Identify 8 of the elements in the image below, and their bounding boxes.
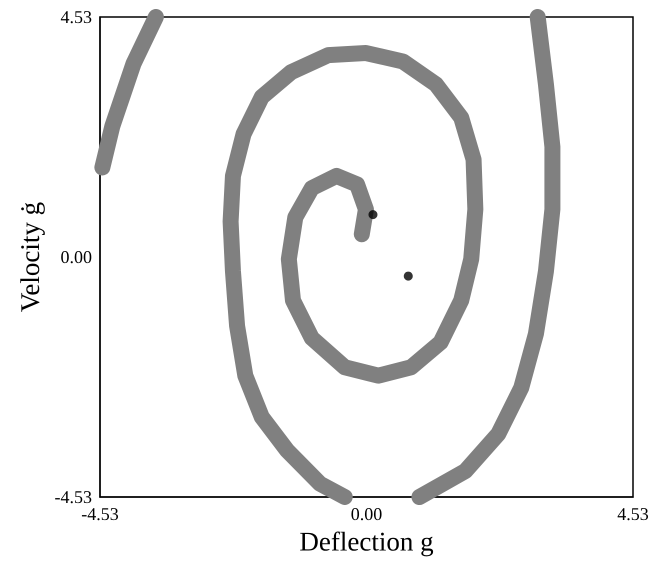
x-tick-label: -4.53 bbox=[81, 504, 119, 524]
x-axis-title: Deflection g bbox=[299, 526, 434, 556]
y-tick-label: 4.53 bbox=[60, 7, 92, 27]
y-axis-title: Velocity ġ bbox=[15, 202, 46, 312]
y-tick-label: -4.53 bbox=[54, 487, 92, 507]
y-tick-label: 0.00 bbox=[60, 247, 92, 267]
x-tick-label: 4.53 bbox=[617, 504, 649, 524]
x-tick-label: 0.00 bbox=[350, 504, 382, 524]
